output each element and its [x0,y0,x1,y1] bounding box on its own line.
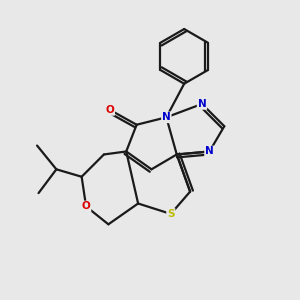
Text: O: O [82,202,91,212]
Text: N: N [205,146,214,157]
Text: O: O [106,105,114,115]
Text: N: N [198,99,206,109]
Text: N: N [162,112,171,122]
Text: S: S [167,209,175,219]
